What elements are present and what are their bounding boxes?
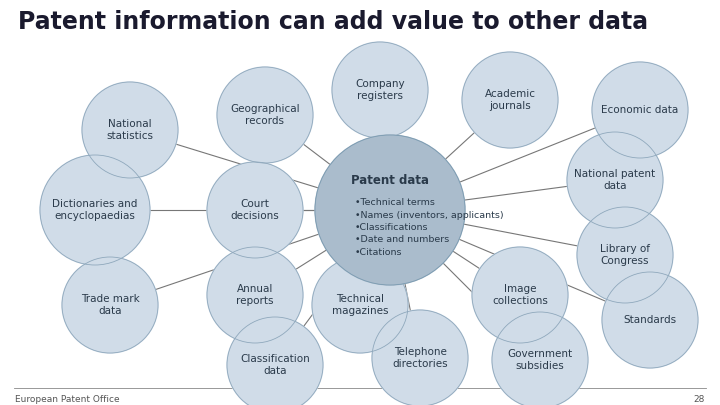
Text: Patent data: Patent data <box>351 173 429 186</box>
Circle shape <box>315 135 465 285</box>
Circle shape <box>462 52 558 148</box>
Circle shape <box>577 207 673 303</box>
Circle shape <box>207 247 303 343</box>
Text: Library of
Congress: Library of Congress <box>600 244 650 266</box>
Circle shape <box>82 82 178 178</box>
Text: Geographical
records: Geographical records <box>230 104 300 126</box>
Circle shape <box>227 317 323 405</box>
Circle shape <box>472 247 568 343</box>
Circle shape <box>567 132 663 228</box>
Circle shape <box>602 272 698 368</box>
Circle shape <box>217 67 313 163</box>
Circle shape <box>492 312 588 405</box>
Text: Technical
magazines: Technical magazines <box>332 294 388 316</box>
Text: Image
collections: Image collections <box>492 284 548 306</box>
Text: Government
subsidies: Government subsidies <box>508 349 572 371</box>
Circle shape <box>62 257 158 353</box>
Text: Trade mark
data: Trade mark data <box>81 294 140 316</box>
Text: 28: 28 <box>693 395 705 404</box>
Text: Patent information can add value to other data: Patent information can add value to othe… <box>18 10 648 34</box>
Circle shape <box>332 42 428 138</box>
Text: European Patent Office: European Patent Office <box>15 395 120 404</box>
Text: Standards: Standards <box>624 315 677 325</box>
Circle shape <box>592 62 688 158</box>
Circle shape <box>40 155 150 265</box>
Text: Academic
journals: Academic journals <box>485 89 536 111</box>
Text: Telephone
directories: Telephone directories <box>392 347 448 369</box>
Text: Economic data: Economic data <box>601 105 679 115</box>
Text: Court
decisions: Court decisions <box>230 199 279 221</box>
Text: Annual
reports: Annual reports <box>236 284 274 306</box>
Circle shape <box>312 257 408 353</box>
Text: Classification
data: Classification data <box>240 354 310 376</box>
Text: Company
registers: Company registers <box>355 79 405 101</box>
Circle shape <box>372 310 468 405</box>
Text: National patent
data: National patent data <box>575 169 656 191</box>
Text: National
statistics: National statistics <box>107 119 153 141</box>
Text: Dictionaries and
encyclopaedias: Dictionaries and encyclopaedias <box>53 199 138 221</box>
Circle shape <box>207 162 303 258</box>
Text: •Technical terms
•Names (inventors, applicants)
•Classifications
•Date and numbe: •Technical terms •Names (inventors, appl… <box>355 198 503 257</box>
